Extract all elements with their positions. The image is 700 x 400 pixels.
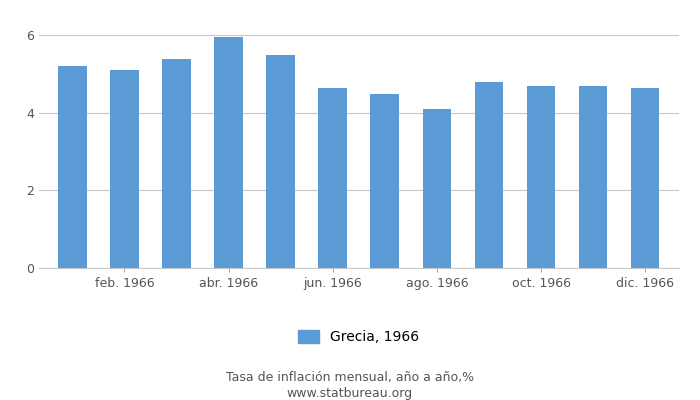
Bar: [266, 55, 295, 268]
Bar: [526, 86, 555, 268]
Bar: [110, 70, 139, 268]
Bar: [631, 88, 659, 268]
Bar: [370, 94, 399, 268]
Bar: [318, 88, 347, 268]
Bar: [214, 37, 243, 268]
Bar: [475, 82, 503, 268]
Bar: [579, 86, 608, 268]
Text: Tasa de inflación mensual, año a año,%: Tasa de inflación mensual, año a año,%: [226, 372, 474, 384]
Bar: [423, 109, 452, 268]
Legend: Grecia, 1966: Grecia, 1966: [298, 330, 419, 344]
Text: www.statbureau.org: www.statbureau.org: [287, 388, 413, 400]
Bar: [162, 59, 191, 268]
Bar: [58, 66, 87, 268]
